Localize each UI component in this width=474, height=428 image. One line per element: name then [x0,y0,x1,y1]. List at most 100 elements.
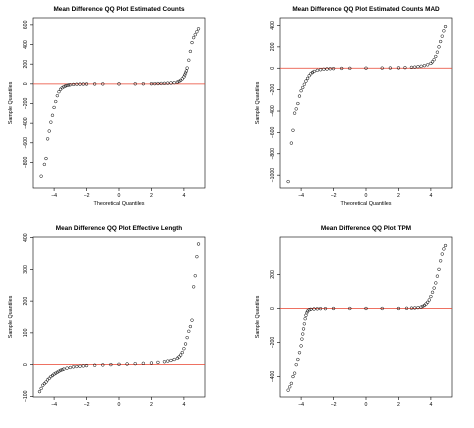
chart-title: Mean Difference QQ Plot TPM [321,225,411,232]
data-point [426,300,430,305]
data-point [153,81,157,86]
data-point [315,307,319,311]
data-point [331,67,336,71]
data-point [93,82,97,86]
data-point [180,350,184,355]
data-point [49,120,53,124]
data-point [437,267,441,271]
data-point [296,101,300,106]
data-point [60,86,64,90]
plot-frame [32,17,206,189]
data-point [291,128,295,132]
data-point [442,29,446,33]
data-point [292,111,297,115]
x-tick-label: 2 [397,193,400,199]
data-point [348,306,352,311]
x-tick-label: 0 [118,402,121,408]
y-tick-label: 0 [23,363,29,366]
x-tick-label: −4 [298,402,304,408]
data-point [183,342,188,346]
data-point [177,79,181,84]
qq-panel-4: Mean Difference QQ Plot TPM Sample Quanti… [255,225,453,408]
data-point [65,366,69,370]
data-point [190,40,194,45]
data-point [37,389,42,394]
data-point [196,242,201,246]
data-point [187,58,191,62]
data-point [323,307,328,311]
y-tick-label: 200 [270,42,276,51]
data-point [41,383,45,387]
y-tick-label: 600 [23,20,29,29]
data-point [380,66,384,70]
data-point [297,351,302,355]
data-point [191,36,196,40]
y-tick-label: 200 [270,270,276,279]
data-point [426,63,430,67]
data-point [45,378,50,382]
data-point [440,34,444,38]
y-tick-label: −800 [270,148,276,160]
data-point [413,65,417,69]
data-point [47,376,51,380]
data-point [44,380,48,384]
y-axis-label: Sample Quantiles [255,295,261,338]
data-point [68,365,72,370]
data-point [166,81,170,85]
data-point [78,82,82,86]
data-point [305,311,309,315]
x-tick-label: 2 [150,402,153,408]
data-point [427,298,431,302]
data-point [312,69,316,74]
data-point [133,362,137,366]
data-point [409,306,414,310]
data-point [429,61,433,66]
y-tick-label: −600 [270,126,276,138]
data-point [172,357,176,362]
data-point [442,247,446,251]
data-point [443,24,448,29]
data-point [318,68,323,72]
plot-frame [279,17,453,189]
data-point [93,363,97,367]
data-point [364,306,368,311]
x-tick-label: −2 [84,193,90,199]
data-point [307,308,311,312]
data-point [39,174,43,178]
data-point [303,317,307,321]
qq-panel-2: Mean Difference QQ Plot Estimated Counts… [255,6,453,207]
data-point [109,362,113,367]
x-tick-label: 0 [365,193,368,199]
plot-frame [279,236,453,398]
data-point [156,81,160,86]
data-point [75,364,79,369]
y-axis-label: Sample Quantiles [255,81,261,124]
data-point [175,80,180,84]
data-point [309,307,313,311]
data-point [443,243,448,248]
data-point [172,81,176,85]
y-tick-label: −100 [23,390,29,402]
data-point [185,66,189,70]
x-tick-label: 2 [397,402,400,408]
x-axis-label: Theoretical Quantiles [94,201,145,207]
y-tick-label: −200 [270,337,276,349]
data-point [117,82,121,86]
data-point [42,382,47,386]
y-tick-label: −400 [270,371,276,383]
data-point [193,33,197,37]
data-point [196,27,201,31]
data-point [432,286,436,290]
data-point [42,162,47,167]
data-point [312,307,316,311]
data-point [81,82,85,86]
data-point [403,66,407,70]
data-point [84,363,89,368]
data-point [432,58,436,62]
chart-title: Mean Difference QQ Plot Estimated Counts [53,6,184,13]
data-point [44,156,48,161]
data-point [429,294,433,299]
data-point [156,360,160,365]
data-point [301,332,305,336]
data-point [184,69,188,73]
